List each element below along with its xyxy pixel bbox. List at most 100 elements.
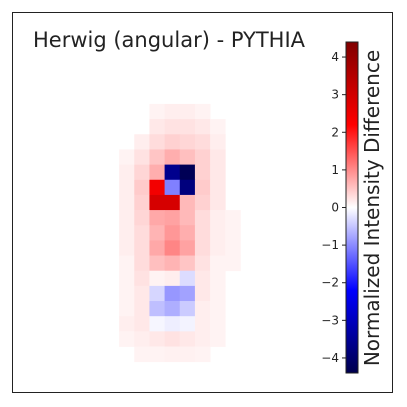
colorbar-tick-label: −4: [321, 351, 339, 365]
heatmap-cell: [149, 119, 165, 135]
heatmap-cell: [179, 255, 196, 272]
heatmap-cell: [164, 103, 181, 120]
heatmap-cell: [210, 210, 226, 226]
heatmap-cell: [149, 301, 165, 317]
heatmap-cell: [134, 270, 150, 287]
heatmap-cell: [134, 164, 150, 181]
heatmap-cell: [194, 194, 211, 211]
heatmap-cell: [194, 179, 211, 196]
heatmap-cell: [164, 270, 181, 287]
heatmap-cell: [225, 225, 241, 241]
heatmap-cell: [149, 225, 165, 241]
heatmap-cell: [194, 285, 211, 302]
colorbar-tick-label: 3: [331, 88, 339, 102]
heatmap-cell: [164, 331, 181, 347]
heatmap-cell: [134, 134, 150, 150]
heatmap-cell: [210, 270, 226, 287]
heatmap-cell: [194, 301, 211, 317]
heatmap-cell: [164, 210, 181, 226]
colorbar-tick-label: −1: [321, 238, 339, 252]
heatmap-cell: [119, 255, 135, 272]
colorbar-tick-label: 2: [331, 125, 339, 139]
heatmap-cell: [210, 134, 226, 150]
heatmap-cell: [179, 301, 196, 317]
heatmap-cell: [119, 301, 135, 317]
heatmap-cell: [134, 240, 150, 256]
heatmap-cell: [134, 285, 150, 302]
heatmap-cell: [179, 149, 196, 165]
heatmap-cell: [119, 164, 135, 181]
heatmap-cell: [194, 255, 211, 272]
colorbar-gradient: [345, 41, 359, 374]
heatmap-cell: [164, 225, 181, 241]
heatmap-cell: [149, 103, 165, 120]
heatmap-cell: [119, 240, 135, 256]
heatmap-cell: [179, 119, 196, 135]
heatmap-cell: [179, 210, 196, 226]
heatmap-cell: [119, 270, 135, 287]
heatmap-cell: [194, 134, 211, 150]
heatmap-cell: [179, 134, 196, 150]
plot-area: [12, 12, 393, 393]
heatmap-cell: [134, 225, 150, 241]
heatmap-cell: [134, 149, 150, 165]
heatmap-cell: [134, 331, 150, 347]
heatmap-cell: [119, 331, 135, 347]
heatmap-cell: [194, 149, 211, 165]
heatmap-cell: [179, 164, 196, 181]
heatmap-cell: [194, 225, 211, 241]
heatmap-cell: [149, 240, 165, 256]
heatmap-cell: [134, 194, 150, 211]
heatmap-cell: [194, 270, 211, 287]
heatmap-cell: [164, 255, 181, 272]
colorbar-tick-label: −3: [321, 313, 339, 327]
heatmap-cell: [210, 255, 226, 272]
heatmap-cell: [225, 210, 241, 226]
heatmap-cell: [164, 346, 181, 363]
heatmap-cell: [179, 103, 196, 120]
heatmap-cell: [194, 103, 211, 120]
heatmap-cell: [179, 225, 196, 241]
heatmap-cell: [149, 179, 165, 196]
heatmap: [119, 103, 241, 363]
heatmap-cell: [134, 210, 150, 226]
heatmap-cell: [179, 194, 196, 211]
heatmap-cell: [134, 316, 150, 332]
heatmap-cell: [119, 194, 135, 211]
heatmap-cell: [210, 331, 226, 347]
heatmap-cell: [194, 164, 211, 181]
colorbar-tick-label: 1: [331, 163, 339, 177]
heatmap-cell: [119, 179, 135, 196]
heatmap-cell: [164, 301, 181, 317]
heatmap-cell: [119, 210, 135, 226]
heatmap-cell: [179, 240, 196, 256]
colorbar-label: Normalized Intensity Difference: [360, 49, 384, 367]
heatmap-cell: [149, 149, 165, 165]
heatmap-cell: [194, 240, 211, 256]
heatmap-cell: [210, 179, 226, 196]
colorbar-tick-label: −2: [321, 276, 339, 290]
heatmap-cell: [119, 316, 135, 332]
heatmap-cell: [149, 210, 165, 226]
heatmap-cell: [164, 164, 181, 181]
heatmap-cell: [149, 164, 165, 181]
heatmap-cell: [134, 346, 150, 363]
colorbar-tick-label: 0: [331, 201, 339, 215]
heatmap-cell: [149, 255, 165, 272]
heatmap-cell: [210, 240, 226, 256]
heatmap-cell: [149, 316, 165, 332]
heatmap-cell: [210, 119, 226, 135]
heatmap-cell: [179, 331, 196, 347]
colorbar-tick-label: 4: [331, 50, 339, 64]
heatmap-cell: [225, 240, 241, 256]
heatmap-cell: [149, 134, 165, 150]
heatmap-cell: [210, 316, 226, 332]
heatmap-cell: [225, 255, 241, 272]
heatmap-cell: [164, 240, 181, 256]
heatmap-cell: [149, 346, 165, 363]
heatmap-cell: [164, 179, 181, 196]
heatmap-cell: [164, 285, 181, 302]
heatmap-cell: [119, 285, 135, 302]
heatmap-cell: [164, 149, 181, 165]
heatmap-cell: [194, 346, 211, 363]
